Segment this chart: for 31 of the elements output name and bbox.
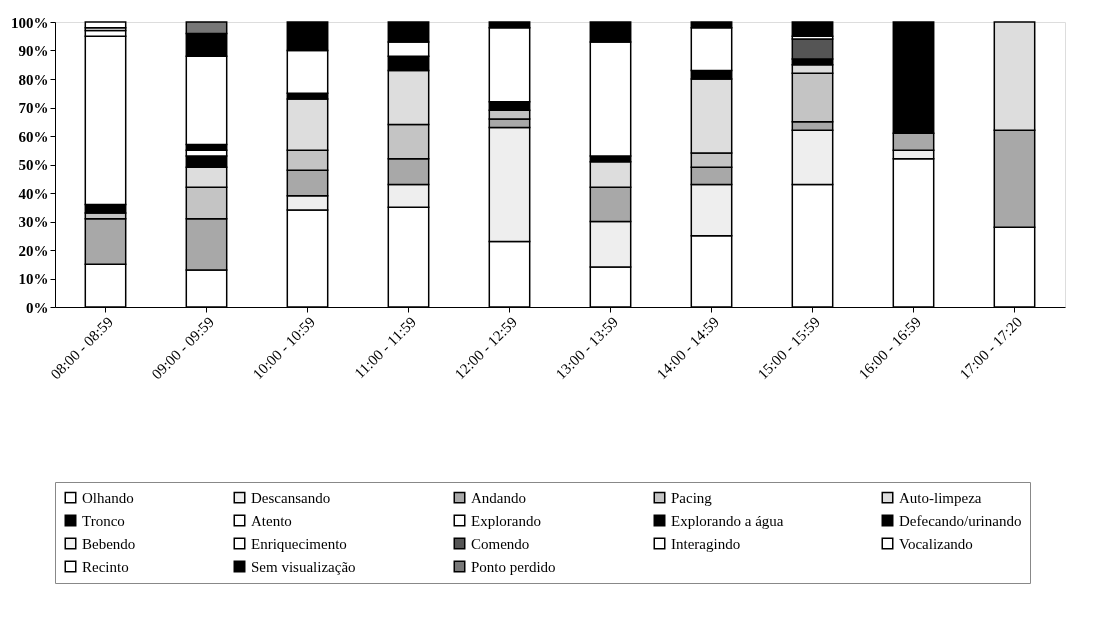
y-tick-label: 50% [18,157,49,173]
legend-label: Interagindo [671,535,741,552]
legend-label: Sem visualização [251,558,356,575]
y-tick-label: 40% [18,185,49,202]
y-tick-label: 10% [18,271,49,287]
legend-label: Andando [471,489,526,506]
bar [84,21,127,29]
legend-label: Tronco [82,512,125,529]
y-tick-label: 60% [18,128,49,145]
legend-label: Defecando/urinando [899,512,1022,529]
legend-label: Atento [251,512,292,529]
legend-label: Descansando [251,489,331,506]
bar [791,21,834,37]
legend-label: Olhando [82,489,134,506]
legend-label: Comendo [471,535,530,552]
legend-label: Enriquecimento [251,535,347,552]
legend-label: Explorando [471,512,541,529]
legend-label: Ponto perdido [471,558,556,575]
y-tick-label: 80% [18,71,49,88]
y-tick-label: 20% [18,242,49,259]
legend-label: Vocalizando [899,535,973,552]
y-tick-label: 0% [26,299,49,316]
legend-label: Auto-limpeza [899,489,982,506]
legend-label: Recinto [82,558,129,575]
legend-label: Pacing [671,489,713,506]
y-tick-label: 100% [11,14,49,31]
y-tick-label: 30% [18,214,49,230]
y-tick-label: 70% [18,100,49,116]
legend-label: Explorando a água [671,512,784,529]
legend-label: Bebendo [82,535,136,552]
y-tick-label: 90% [18,43,49,59]
